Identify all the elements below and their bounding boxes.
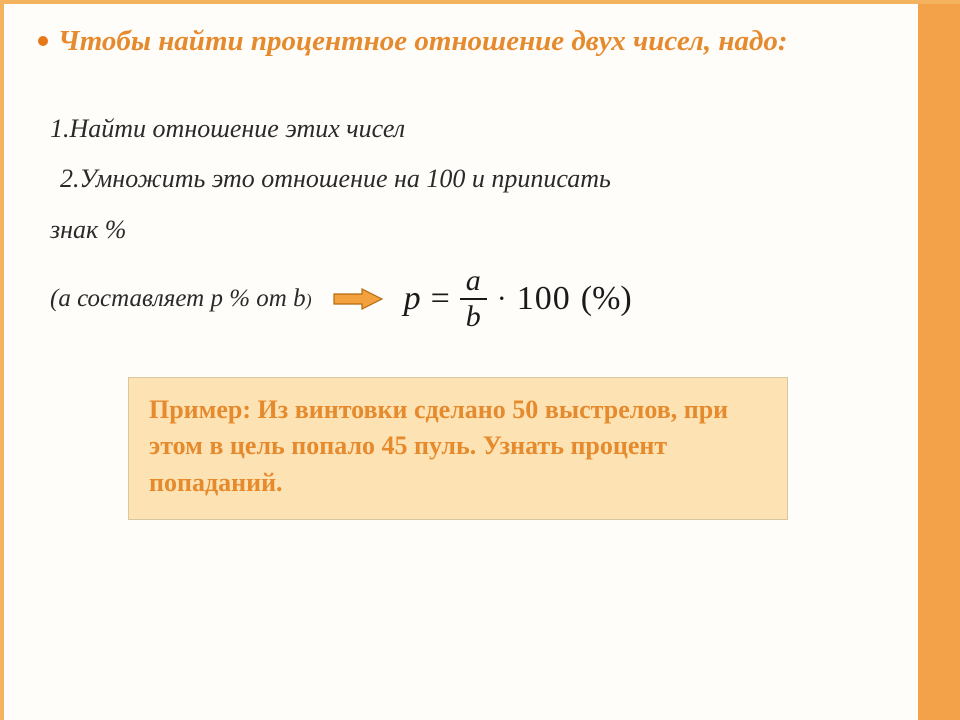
- slide-content: Чтобы найти процентное отношение двух чи…: [38, 16, 896, 700]
- arrow-icon: [332, 287, 384, 311]
- formula-eq: =: [431, 280, 450, 318]
- step-1: 1.Найти отношение этих чисел: [50, 109, 896, 149]
- slide-frame: Чтобы найти процентное отношение двух чи…: [0, 0, 960, 720]
- formula-percent: (%): [581, 280, 632, 318]
- example-box: Пример: Из винтовки сделано 50 выстрелов…: [128, 377, 788, 520]
- bullet-icon: [38, 36, 48, 46]
- formula-context: (a составляет p % от b): [50, 285, 312, 313]
- formula-dot: ·: [497, 282, 507, 316]
- step-2: 2.Умножить это отношение на 100 и припис…: [60, 159, 896, 199]
- title-row: Чтобы найти процентное отношение двух чи…: [38, 22, 896, 61]
- formula-hundred: 100: [517, 280, 571, 318]
- formula-row: (a составляет p % от b) p = a b · 100 (%…: [38, 266, 896, 332]
- formula-lhs: p: [404, 280, 421, 318]
- slide-title: Чтобы найти процентное отношение двух чи…: [58, 22, 788, 61]
- fraction-denominator: b: [460, 300, 487, 332]
- fraction-numerator: a: [460, 266, 487, 298]
- context-prefix: (a составляет p % от b: [50, 285, 306, 312]
- formula: p = a b · 100 (%): [404, 266, 632, 332]
- formula-fraction: a b: [460, 266, 487, 332]
- context-suffix: ): [306, 290, 312, 310]
- step-sign: знак %: [50, 210, 896, 250]
- example-text: Пример: Из винтовки сделано 50 выстрелов…: [149, 392, 767, 501]
